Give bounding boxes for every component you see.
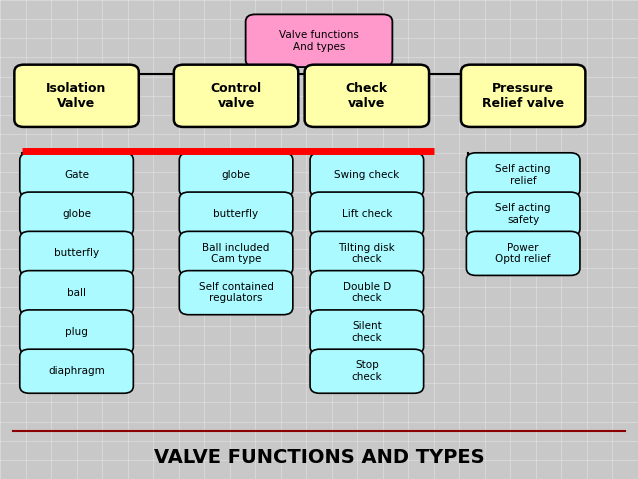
Text: Check
valve: Check valve — [346, 82, 388, 110]
FancyBboxPatch shape — [14, 65, 138, 127]
Text: Self contained
regulators: Self contained regulators — [198, 282, 274, 304]
FancyBboxPatch shape — [20, 271, 133, 315]
FancyBboxPatch shape — [310, 192, 424, 236]
Text: Double D
check: Double D check — [343, 282, 391, 304]
FancyBboxPatch shape — [179, 153, 293, 197]
Text: Gate: Gate — [64, 170, 89, 180]
FancyBboxPatch shape — [179, 192, 293, 236]
FancyBboxPatch shape — [304, 65, 429, 127]
FancyBboxPatch shape — [179, 231, 293, 275]
Text: Tilting disk
check: Tilting disk check — [339, 242, 395, 264]
Text: diaphragm: diaphragm — [48, 366, 105, 376]
FancyBboxPatch shape — [179, 271, 293, 315]
FancyBboxPatch shape — [20, 153, 133, 197]
Text: Lift check: Lift check — [342, 209, 392, 219]
FancyBboxPatch shape — [20, 231, 133, 275]
FancyBboxPatch shape — [310, 349, 424, 393]
Text: plug: plug — [65, 327, 88, 337]
FancyBboxPatch shape — [461, 65, 586, 127]
Text: butterfly: butterfly — [54, 249, 99, 258]
FancyBboxPatch shape — [466, 153, 580, 197]
FancyBboxPatch shape — [310, 153, 424, 197]
FancyBboxPatch shape — [466, 231, 580, 275]
FancyBboxPatch shape — [466, 192, 580, 236]
Text: Stop
check: Stop check — [352, 360, 382, 382]
Text: globe: globe — [221, 170, 251, 180]
Text: Self acting
safety: Self acting safety — [496, 203, 551, 225]
Text: Silent
check: Silent check — [352, 321, 382, 343]
Text: Swing check: Swing check — [334, 170, 399, 180]
FancyBboxPatch shape — [246, 14, 392, 67]
Text: butterfly: butterfly — [214, 209, 258, 219]
Text: Control
valve: Control valve — [211, 82, 262, 110]
FancyBboxPatch shape — [310, 231, 424, 275]
Text: Power
Optd relief: Power Optd relief — [496, 242, 551, 264]
FancyBboxPatch shape — [174, 65, 298, 127]
FancyBboxPatch shape — [310, 310, 424, 354]
Text: Isolation
Valve: Isolation Valve — [47, 82, 107, 110]
Text: Ball included
Cam type: Ball included Cam type — [202, 242, 270, 264]
Text: globe: globe — [62, 209, 91, 219]
FancyBboxPatch shape — [20, 192, 133, 236]
FancyBboxPatch shape — [310, 271, 424, 315]
Text: Self acting
relief: Self acting relief — [496, 164, 551, 186]
Text: VALVE FUNCTIONS AND TYPES: VALVE FUNCTIONS AND TYPES — [154, 448, 484, 467]
Text: ball: ball — [67, 288, 86, 297]
Text: Valve functions
And types: Valve functions And types — [279, 30, 359, 52]
FancyBboxPatch shape — [20, 349, 133, 393]
FancyBboxPatch shape — [20, 310, 133, 354]
Text: Pressure
Relief valve: Pressure Relief valve — [482, 82, 564, 110]
